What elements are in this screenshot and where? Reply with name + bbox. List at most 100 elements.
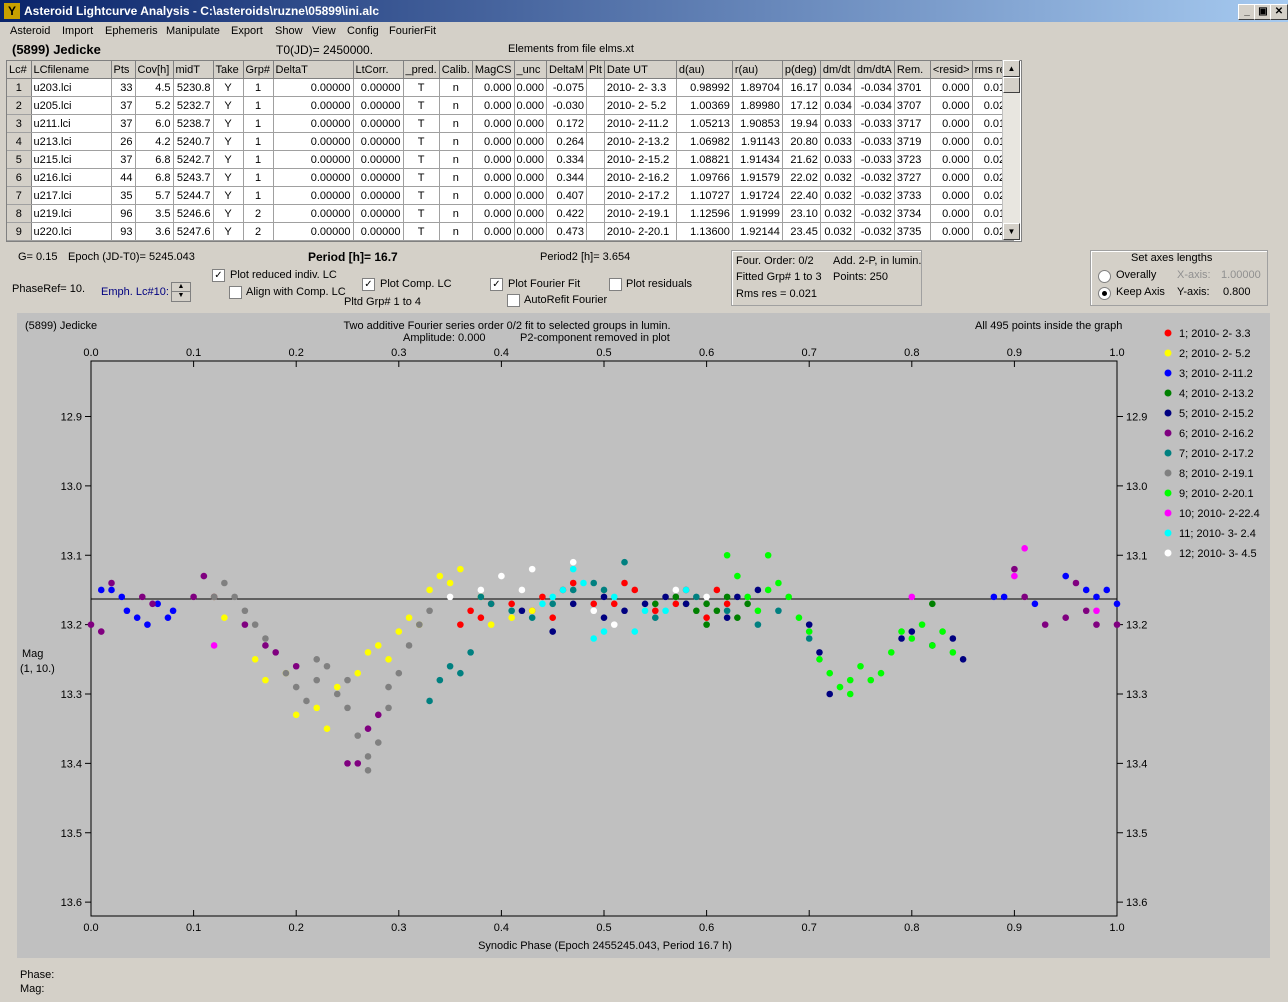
table-cell[interactable]: Y [213,204,244,223]
table-cell[interactable]: 0.000 [472,78,515,97]
table-cell[interactable]: 0.000 [472,222,515,241]
table-cell[interactable]: 1.91724 [732,186,783,205]
table-cell[interactable]: 3735 [894,222,931,241]
table-cell[interactable]: n [439,186,473,205]
table-cell[interactable]: 2010- 2-13.2 [604,132,677,151]
table-cell[interactable]: u203.lci [31,78,112,97]
align-comp-checkbox[interactable] [229,286,242,299]
table-cell[interactable]: 16.17 [782,78,821,97]
column-header[interactable]: dm/dtA [854,61,895,79]
plot-residuals-checkbox[interactable] [609,278,622,291]
column-header[interactable]: r(au) [732,61,783,79]
table-cell[interactable]: 0.000 [514,204,548,223]
table-cell[interactable]: 1 [243,78,274,97]
menu-import[interactable]: Import [62,25,94,37]
table-cell[interactable]: 93 [111,222,136,241]
table-cell[interactable]: n [439,132,473,151]
table-cell[interactable]: n [439,96,473,115]
table-cell[interactable]: 0.032 [820,186,855,205]
table-cell[interactable]: n [439,222,473,241]
table-cell[interactable]: 0.000 [472,114,515,133]
table-cell[interactable]: 1.89980 [732,96,783,115]
table-cell[interactable]: 0.033 [820,114,855,133]
table-cell[interactable]: 0.033 [820,150,855,169]
table-cell[interactable]: 2010- 2-19.1 [604,204,677,223]
table-cell[interactable]: Y [213,150,244,169]
table-cell[interactable]: 1.06982 [676,132,733,151]
table-cell[interactable]: n [439,168,473,187]
table-cell[interactable]: 0.000 [514,96,548,115]
table-cell[interactable]: 0.000 [514,222,548,241]
table-cell[interactable]: 0.407 [546,186,588,205]
table-cell[interactable]: 1.13600 [676,222,733,241]
menu-fourierfit[interactable]: FourierFit [389,25,437,37]
table-cell[interactable]: 1.91999 [732,204,783,223]
table-cell[interactable]: T [403,186,440,205]
table-cell[interactable]: -0.032 [854,186,895,205]
table-cell[interactable]: 0.000 [930,114,973,133]
table-cell[interactable]: 1 [243,96,274,115]
table-cell[interactable]: 0.000 [930,132,973,151]
table-cell[interactable]: 0.000 [930,96,973,115]
table-cell[interactable]: 0.034 [820,78,855,97]
table-cell[interactable]: T [403,168,440,187]
table-cell[interactable]: -0.034 [854,78,895,97]
table-cell[interactable]: n [439,114,473,133]
table-cell[interactable]: 0.00000 [273,186,354,205]
column-header[interactable]: Calib. [439,61,473,79]
table-cell[interactable]: 37 [111,114,136,133]
table-cell[interactable]: u219.lci [31,204,112,223]
table-cell[interactable]: u205.lci [31,96,112,115]
table-cell[interactable]: u215.lci [31,150,112,169]
table-cell[interactable] [586,186,605,205]
table-cell[interactable]: 0.034 [820,96,855,115]
table-cell[interactable]: 21.62 [782,150,821,169]
table-cell[interactable]: 0.00000 [353,114,404,133]
table-cell[interactable]: 1.89704 [732,78,783,97]
column-header[interactable]: midT [173,61,214,79]
table-cell[interactable]: 3.5 [135,204,174,223]
table-cell[interactable]: 1.92144 [732,222,783,241]
column-header[interactable]: dm/dt [820,61,855,79]
column-header[interactable]: LtCorr. [353,61,404,79]
table-cell[interactable]: 1.12596 [676,204,733,223]
table-cell[interactable]: 0.172 [546,114,588,133]
table-cell[interactable]: 2010- 2- 3.3 [604,78,677,97]
table-cell[interactable]: 0.00000 [273,96,354,115]
table-cell[interactable]: 8 [7,204,32,223]
lightcurve-plot[interactable]: 0.0 0.0 0.1 0.1 0.2 0.2 0.3 0.3 0.4 0.4 0.5 0.5 0.6 0… [17,313,1270,958]
column-header[interactable]: <resid> [930,61,973,79]
table-cell[interactable]: 3717 [894,114,931,133]
plot-reduced-checkbox[interactable]: ✓ [212,269,225,282]
table-cell[interactable]: u213.lci [31,132,112,151]
table-cell[interactable] [586,132,605,151]
table-cell[interactable]: 1.00369 [676,96,733,115]
table-cell[interactable]: 22.40 [782,186,821,205]
table-cell[interactable]: 0.00000 [273,114,354,133]
table-cell[interactable]: 2010- 2-15.2 [604,150,677,169]
table-cell[interactable]: 2 [243,222,274,241]
menu-manipulate[interactable]: Manipulate [166,25,220,37]
table-cell[interactable]: u216.lci [31,168,112,187]
table-cell[interactable]: Y [213,114,244,133]
table-cell[interactable]: 35 [111,186,136,205]
table-cell[interactable]: 2010- 2-11.2 [604,114,677,133]
column-header[interactable]: d(au) [676,61,733,79]
spinner-up-icon[interactable]: ▲ [172,283,190,292]
table-cell[interactable]: 0.00000 [273,204,354,223]
table-cell[interactable]: 3701 [894,78,931,97]
table-cell[interactable]: 20.80 [782,132,821,151]
emph-spinner[interactable]: ▲ ▼ [171,282,191,302]
column-header[interactable]: _unc [514,61,548,79]
table-cell[interactable]: 0.264 [546,132,588,151]
table-cell[interactable]: 3719 [894,132,931,151]
table-cell[interactable]: T [403,222,440,241]
table-cell[interactable]: 17.12 [782,96,821,115]
column-header[interactable]: Take [213,61,244,79]
table-cell[interactable]: 2010- 2-17.2 [604,186,677,205]
table-cell[interactable]: n [439,150,473,169]
